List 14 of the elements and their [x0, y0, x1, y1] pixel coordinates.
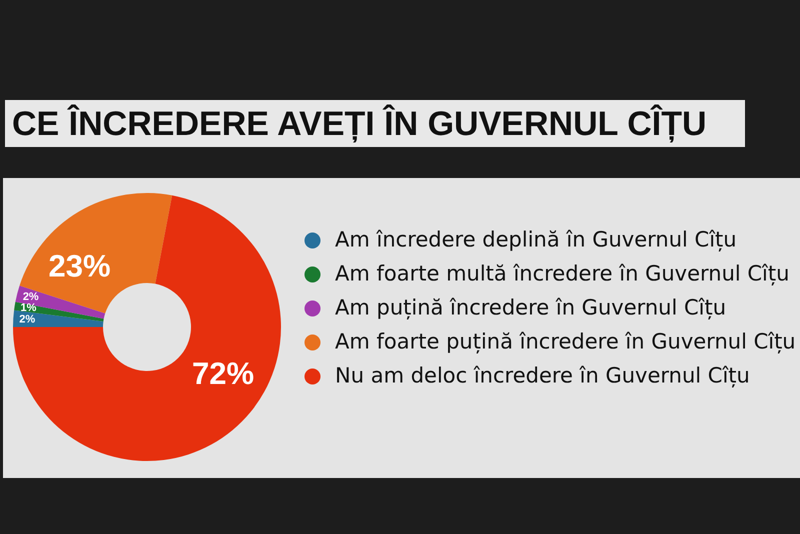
data-label: 72%	[192, 356, 254, 392]
legend-label: Nu am deloc încredere în Guvernul Cîțu	[335, 364, 750, 388]
chart-title: CE ÎNCREDERE AVEȚI ÎN GUVERNUL CÎȚU	[12, 104, 707, 145]
legend-label: Am puțină încredere în Guvernul Cîțu	[335, 296, 726, 320]
donut-slice	[13, 195, 281, 461]
legend-label: Am foarte multă încredere în Guvernul Cîțu	[335, 262, 790, 286]
donut-slice	[13, 310, 104, 327]
data-label: 23%	[48, 248, 111, 284]
data-label: 1%	[20, 302, 37, 314]
data-label: 2%	[19, 313, 36, 326]
legend-label: Am încredere deplină în Guvernul Cîțu	[335, 228, 737, 252]
legend-label: Am foarte puțină încredere în Guvernul Cîțu	[335, 330, 796, 354]
data-label: 2%	[22, 291, 39, 304]
donut-slice	[20, 193, 172, 314]
